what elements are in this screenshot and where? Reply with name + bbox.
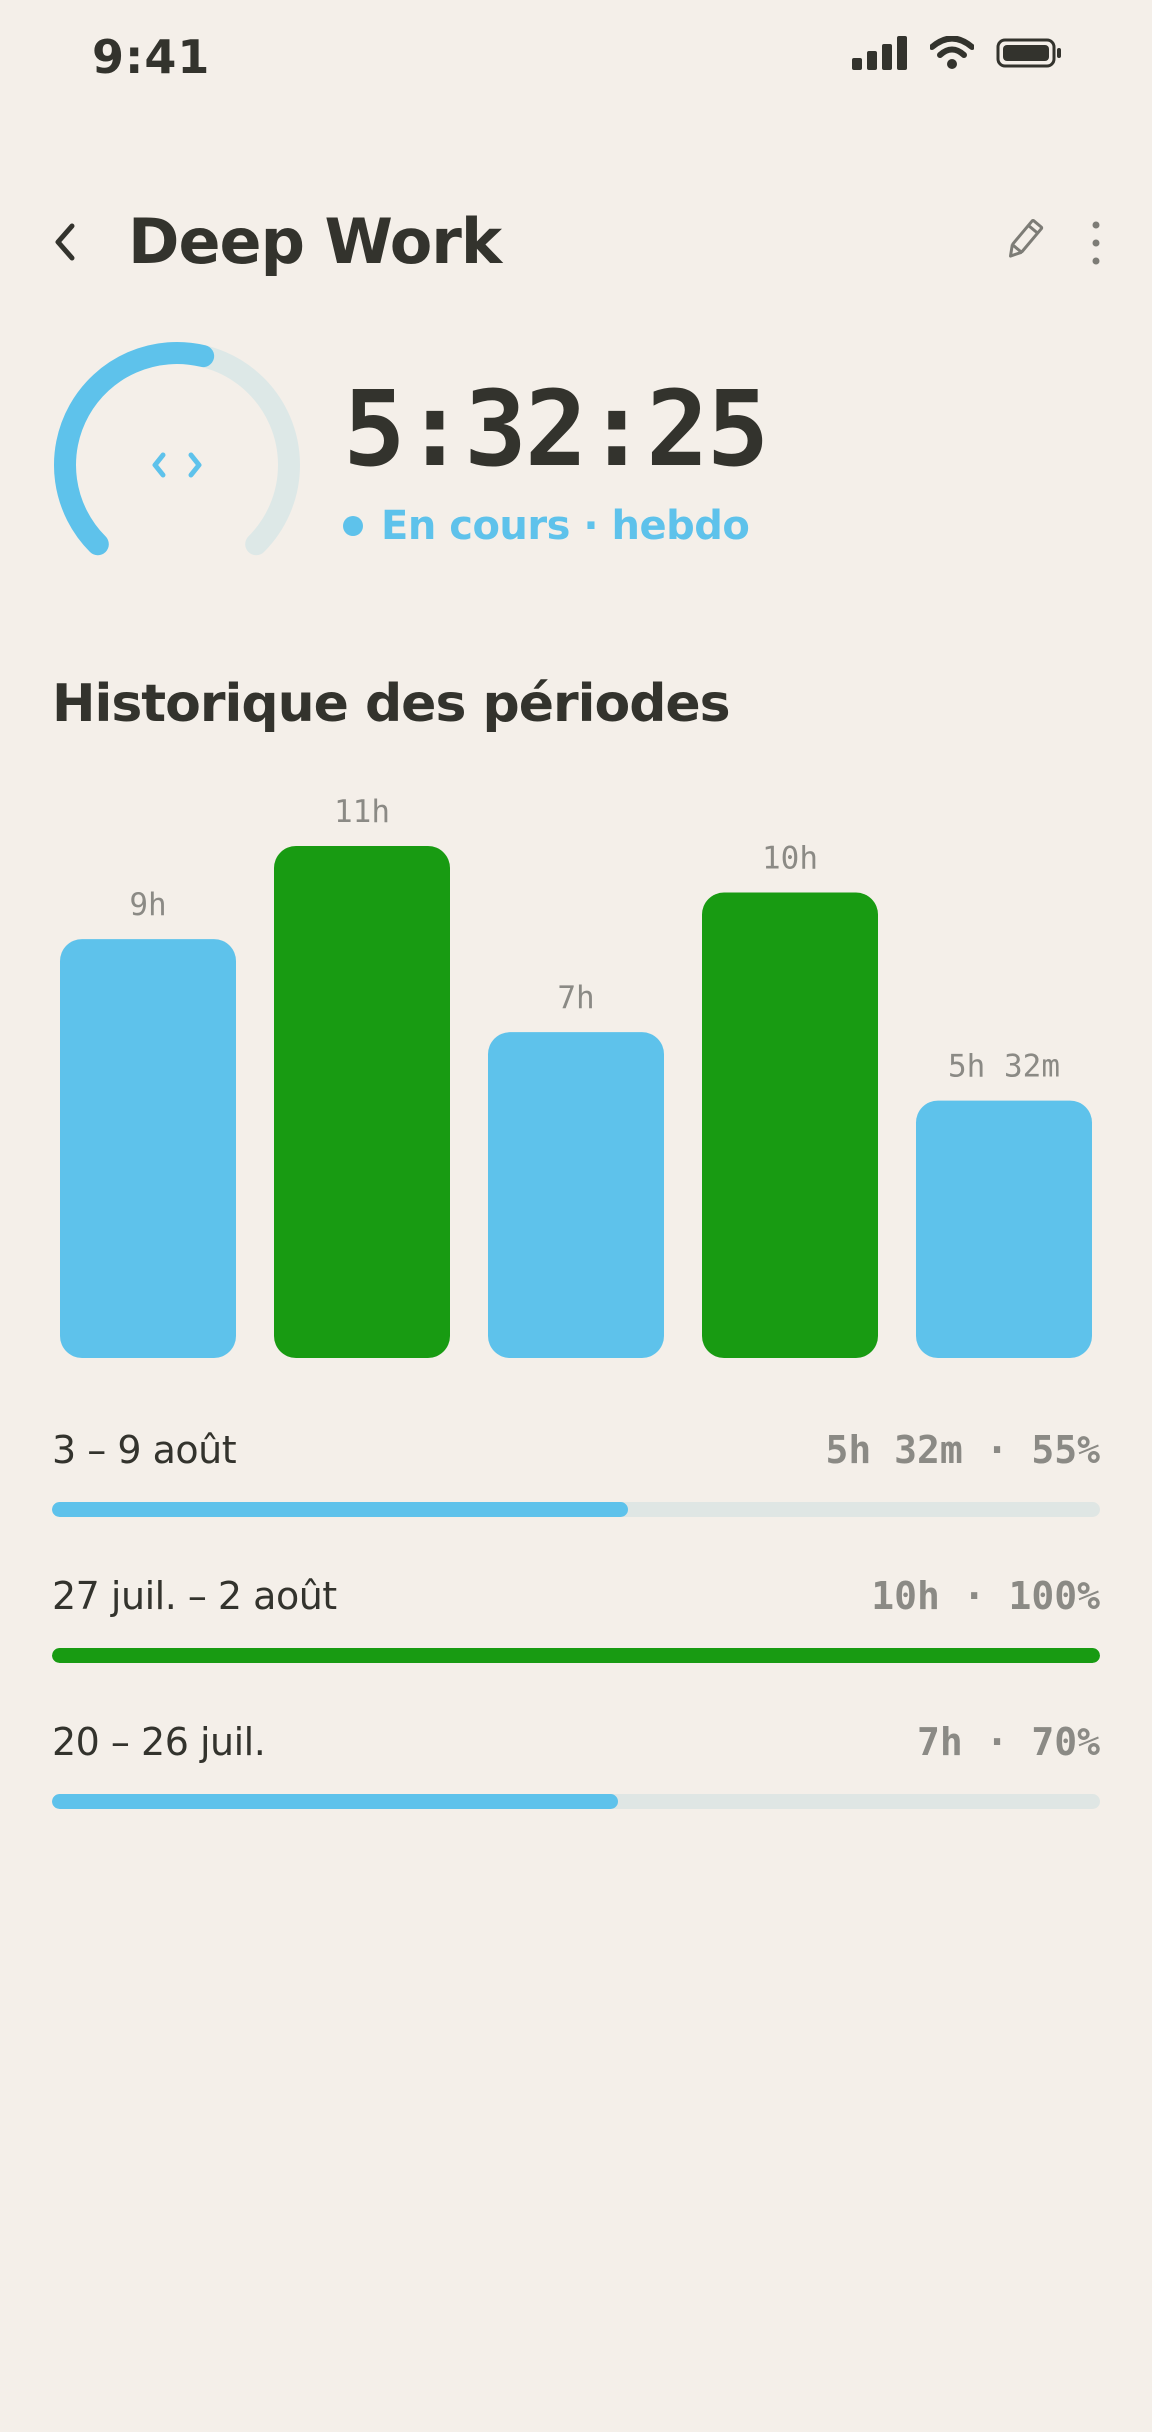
bar-4 (702, 892, 878, 1358)
battery-icon (996, 38, 1061, 68)
code-icon (152, 452, 202, 478)
status-text: En cours · hebdo (381, 503, 750, 549)
status-icons (852, 36, 1062, 70)
period-label: 3 – 9 août (52, 1428, 237, 1472)
bar-5 (916, 1100, 1092, 1358)
period-row[interactable]: 27 juil. – 2 août 10h · 100% (52, 1574, 1100, 1663)
period-label: 20 – 26 juil. (52, 1720, 266, 1764)
wifi-icon (930, 36, 974, 69)
history-title: Historique des périodes (52, 674, 731, 734)
bar-2 (274, 846, 450, 1358)
edit-button[interactable] (1004, 217, 1044, 263)
bar-label-5: 5h 32m (948, 1049, 1060, 1085)
period-row-header: 27 juil. – 2 août 10h · 100% (52, 1574, 1100, 1618)
back-button[interactable] (50, 215, 94, 269)
chevron-left-icon (55, 223, 75, 261)
period-row[interactable]: 20 – 26 juil. 7h · 70% (52, 1720, 1100, 1809)
bar-label-1: 9h (129, 887, 166, 923)
bar-3 (488, 1032, 664, 1358)
period-row-header: 20 – 26 juil. 7h · 70% (52, 1720, 1100, 1764)
period-progress-fill (52, 1794, 618, 1809)
period-value: 10h · 100% (871, 1574, 1100, 1618)
period-label: 27 juil. – 2 août (52, 1574, 337, 1618)
page-title: Deep Work (128, 205, 502, 278)
period-progress-track (52, 1794, 1100, 1809)
period-value: 7h · 70% (916, 1720, 1100, 1764)
period-progress-fill (52, 1502, 629, 1517)
signal-icon (852, 36, 907, 70)
period-row-header: 3 – 9 août 5h 32m · 55% (52, 1428, 1100, 1472)
bar-1 (60, 939, 236, 1358)
more-options-button[interactable] (1086, 220, 1106, 266)
bar-label-3: 7h (557, 980, 594, 1016)
history-bar-chart: 9h 11h 7h 10h 5h 32m (60, 794, 1092, 1358)
period-value: 5h 32m · 55% (825, 1428, 1100, 1472)
ring-fill (54, 342, 215, 556)
period-progress-track (52, 1502, 1100, 1517)
pencil-icon (1009, 218, 1044, 258)
timer-progress-ring (54, 342, 300, 556)
status-dot (343, 516, 363, 536)
bar-label-4: 10h (762, 841, 818, 877)
status-time: 9:41 (92, 30, 211, 84)
more-vertical-icon (1092, 221, 1100, 265)
period-progress-track (52, 1648, 1100, 1663)
timer-value: 5:32:25 (343, 368, 769, 490)
timer-status: En cours · hebdo (343, 503, 750, 549)
bar-label-2: 11h (334, 794, 390, 830)
period-progress-fill (52, 1648, 1100, 1663)
period-row[interactable]: 3 – 9 août 5h 32m · 55% (52, 1428, 1100, 1517)
